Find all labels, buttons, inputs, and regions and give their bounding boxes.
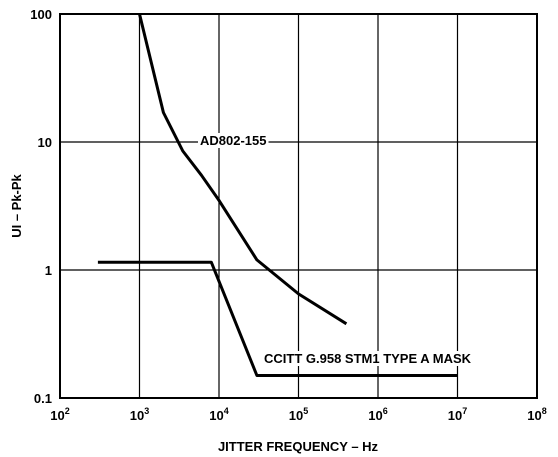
x-tick-label: 106 <box>368 406 387 423</box>
y-tick-label: 1 <box>45 263 52 278</box>
x-tick-label: 103 <box>130 406 149 423</box>
x-tick-label: 105 <box>289 406 308 423</box>
series-label-background <box>198 133 269 148</box>
x-tick-label: 108 <box>527 406 546 423</box>
series-label-ccitt-mask: CCITT G.958 STM1 TYPE A MASK <box>264 351 472 366</box>
series-curves <box>97 13 458 377</box>
y-tick-label: 0.1 <box>34 391 52 406</box>
y-tick-labels: 100 10 1 0.1 <box>30 7 52 406</box>
grid-lines <box>60 14 537 398</box>
x-axis-label: JITTER FREQUENCY – Hz <box>218 439 379 454</box>
series-line-ccitt-mask <box>97 260 458 377</box>
y-axis-label: UI – Pk-Pk <box>9 173 24 237</box>
series-line-ad802-155 <box>138 13 348 326</box>
x-tick-label: 102 <box>50 406 69 423</box>
y-tick-label: 10 <box>38 135 52 150</box>
x-tick-labels: 102 103 104 105 106 107 108 <box>50 406 546 423</box>
x-tick-label: 104 <box>209 406 228 423</box>
x-tick-label: 107 <box>448 406 467 423</box>
y-tick-label: 100 <box>30 7 52 22</box>
series-label-background <box>262 351 474 366</box>
series-label-ad802-155: AD802-155 <box>200 133 267 148</box>
plot-frame <box>59 13 538 399</box>
